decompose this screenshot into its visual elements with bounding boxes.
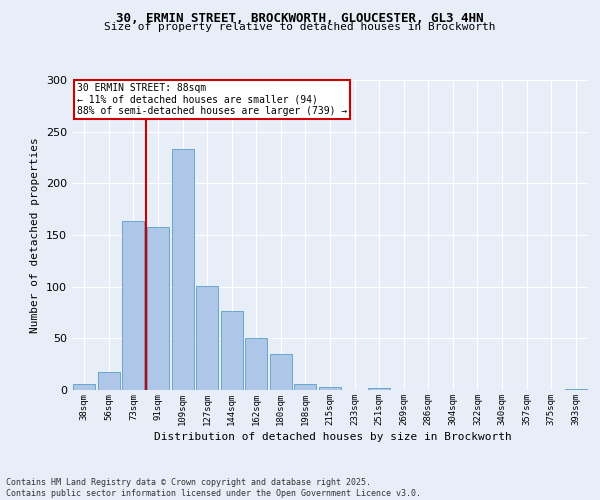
Text: Contains HM Land Registry data © Crown copyright and database right 2025.
Contai: Contains HM Land Registry data © Crown c…: [6, 478, 421, 498]
Bar: [73, 384, 95, 390]
Text: Distribution of detached houses by size in Brockworth: Distribution of detached houses by size …: [154, 432, 512, 442]
Bar: [122, 220, 145, 390]
Y-axis label: Number of detached properties: Number of detached properties: [31, 137, 40, 333]
Bar: [221, 312, 243, 390]
Text: Size of property relative to detached houses in Brockworth: Size of property relative to detached ho…: [104, 22, 496, 32]
Bar: [196, 286, 218, 390]
Bar: [270, 354, 292, 390]
Bar: [98, 372, 120, 390]
Bar: [368, 388, 390, 390]
Text: 30, ERMIN STREET, BROCKWORTH, GLOUCESTER, GL3 4HN: 30, ERMIN STREET, BROCKWORTH, GLOUCESTER…: [116, 12, 484, 26]
Bar: [565, 389, 587, 390]
Bar: [147, 226, 169, 390]
Bar: [319, 387, 341, 390]
Bar: [245, 338, 268, 390]
Text: 30 ERMIN STREET: 88sqm
← 11% of detached houses are smaller (94)
88% of semi-det: 30 ERMIN STREET: 88sqm ← 11% of detached…: [77, 83, 347, 116]
Bar: [172, 149, 194, 390]
Bar: [295, 384, 316, 390]
